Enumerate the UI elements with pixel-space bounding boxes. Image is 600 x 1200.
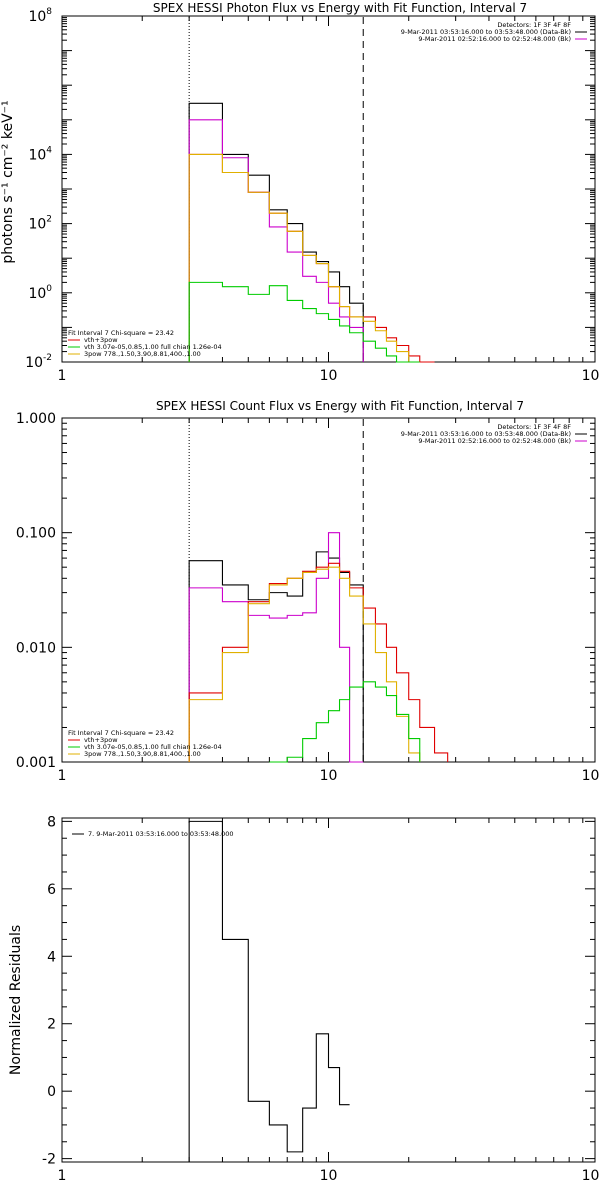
photon-flux-x-tick-label: 100 [582,368,600,384]
count-flux-series-vth-3pow [188,562,449,762]
count-flux-series-3pow [188,566,421,762]
photon-flux-y-tick-exponent: 4 [46,145,52,155]
photon-flux-fit-legend-entry: vth 3.07e-05,0.85,1.00 full chian 1.26e-… [84,343,222,351]
photon-flux-y-tick-base: 10 [28,286,46,302]
photon-flux-y-tick-base: 10 [25,355,43,371]
count-flux-x-tick-label: 100 [582,768,600,784]
residuals-y-tick-label: -2 [42,1152,56,1168]
residuals-x-tick-label: 10 [320,1168,338,1184]
count-flux-x-tick-label: 10 [320,768,338,784]
photon-flux-y-tick-base: 10 [28,217,46,233]
count-flux-legend-entry: Detectors: 1F 3F 4F 8F [497,423,571,431]
photon-flux-series-3pow [188,153,420,363]
count-flux-y-tick-label: 0.001 [16,755,56,771]
residuals-y-tick-label: 4 [47,949,56,965]
photon-flux-y-tick-label: 102 [28,215,52,233]
count-flux-legend-entry: 9-Mar-2011 03:53:16.000 to 03:53:48.000 … [401,430,571,438]
photon-flux-legend-entry: 9-Mar-2011 02:52:16.000 to 02:52:48.000 … [418,35,571,43]
count-flux-fit-legend-entry: vth+3pow [84,736,118,744]
photon-flux-y-tick-base: 10 [28,9,46,25]
photon-flux-y-tick-exponent: 2 [46,215,52,225]
count-flux-series-data-bk [188,551,364,762]
count-flux-fit-legend-entry: 3pow 778.,1.50,3.90,8.81,400.,1.00 [84,750,201,758]
photon-flux-series-bk [188,119,364,362]
count-flux-series-bk [188,532,364,763]
photon-flux-title: SPEX HESSI Photon Flux vs Energy with Fi… [153,1,527,15]
photon-flux-series-vth [188,281,420,363]
photon-flux-y-tick-label: 10-2 [25,353,52,371]
residuals-y-tick-label: 8 [47,814,56,830]
residuals-y-tick-label: 0 [47,1084,56,1100]
count-flux-y-tick-label: 0.100 [16,526,56,542]
photon-flux-y-label: photons s⁻¹ cm⁻² keV⁻¹ [0,100,16,263]
count-flux-x-tick-label: 1 [58,768,67,784]
photon-flux-legend-entry: 9-Mar-2011 03:53:16.000 to 03:53:48.000 … [401,28,571,36]
photon-flux-fit-legend-entry: vth+3pow [84,336,118,344]
residuals-x-tick-label: 100 [582,1168,600,1184]
photon-flux-panel: SPEX HESSI Photon Flux vs Energy with Fi… [0,1,600,384]
photon-flux-y-tick-label: 104 [28,145,52,163]
photon-flux-y-tick-exponent: 8 [46,7,52,17]
count-flux-y-tick-label: 0.010 [16,640,56,656]
photon-flux-legend-entry: Detectors: 1F 3F 4F 8F [497,21,571,29]
photon-flux-x-tick-label: 10 [320,368,338,384]
count-flux-y-tick-label: 1.000 [16,411,56,427]
residuals-x-tick-label: 1 [58,1168,67,1184]
photon-flux-y-tick-label: 108 [28,7,52,25]
photon-flux-y-tick-exponent: -2 [43,353,52,363]
photon-flux-fit-legend-entry: 3pow 778.,1.50,3.90,8.81,400.,1.00 [84,350,201,358]
residuals-y-tick-label: 6 [47,882,56,898]
count-flux-fit-legend-entry: vth 3.07e-05,0.85,1.00 full chian 1.26e-… [84,743,222,751]
count-flux-panel: SPEX HESSI Count Flux vs Energy with Fit… [16,399,600,784]
photon-flux-fit-legend-entry: Fit Interval 7 Chi-square = 23.42 [68,329,174,337]
count-flux-marks: 1 10 100 0.001 0.010 0.100 1.000 Detectors: 1F … [16,411,600,784]
count-flux-fit-legend-entry: Fit Interval 7 Chi-square = 23.42 [68,729,174,737]
photon-flux-y-tick-exponent: 0 [46,284,52,294]
photon-flux-x-tick-label: 1 [58,368,67,384]
residuals-panel: Normalized Residuals 1 10 100 -2 0 2 4 6 8 7. 9-M… [8,814,600,1184]
residuals-marks: 1 10 100 -2 0 2 4 6 8 7. 9-Mar-2011 03:53:16.000 … [42,814,600,1184]
residuals-y-label: Normalized Residuals [8,925,24,1075]
count-flux-series-vth [269,681,421,763]
photon-flux-y-tick-base: 10 [28,147,46,163]
residuals-y-tick-label: 2 [47,1017,56,1033]
count-flux-legend-entry: 9-Mar-2011 02:52:16.000 to 02:52:48.000 … [418,437,571,445]
count-flux-title: SPEX HESSI Count Flux vs Energy with Fit… [156,399,524,413]
photon-flux-y-tick-label: 100 [28,284,52,302]
residuals-series-residuals [188,820,350,1162]
residuals-legend-entry: 7. 9-Mar-2011 03:53:16.000 to 03:53:48.0… [88,830,234,838]
